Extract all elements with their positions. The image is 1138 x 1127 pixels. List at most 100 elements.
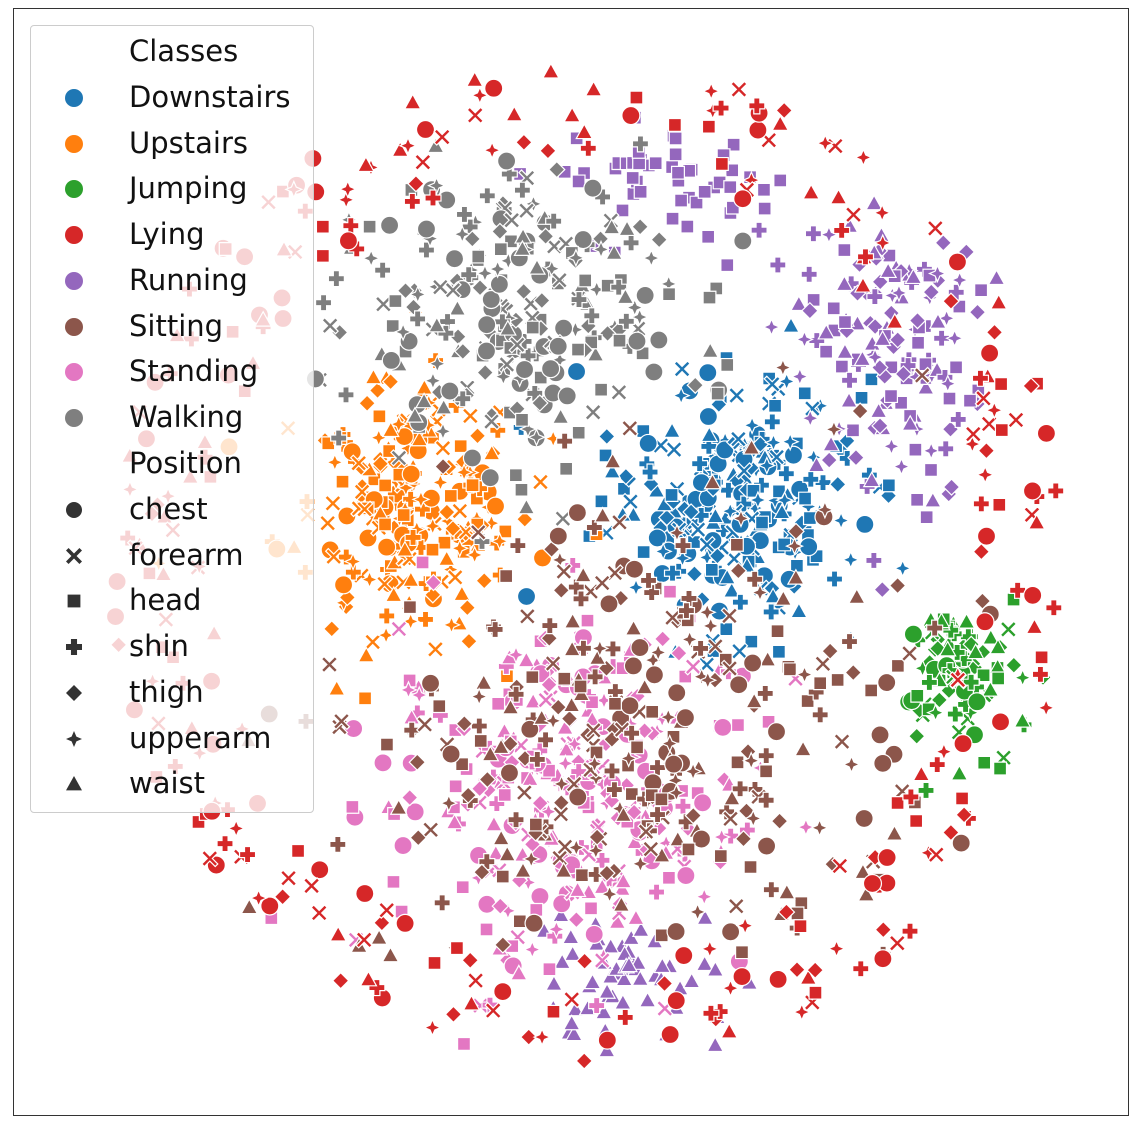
data-point-walking-upperarm bbox=[566, 248, 586, 268]
data-point-downstairs-waist bbox=[781, 316, 801, 333]
data-point-lying-shin bbox=[1031, 665, 1050, 683]
data-point-walking-chest bbox=[489, 274, 509, 294]
legend-item-jumping: Jumping bbox=[31, 168, 315, 208]
data-point-lying-forearm bbox=[200, 849, 219, 868]
data-point-sitting-waist bbox=[635, 678, 654, 695]
data-point-standing-upperarm bbox=[409, 685, 429, 705]
data-point-running-thigh bbox=[908, 311, 927, 330]
data-point-walking-thigh bbox=[650, 230, 669, 249]
legend-label-chest: chest bbox=[129, 492, 208, 526]
data-point-running-waist bbox=[835, 274, 854, 292]
data-point-running-head bbox=[625, 170, 640, 185]
data-point-upstairs-upperarm bbox=[423, 516, 443, 536]
data-point-running-shin bbox=[840, 371, 859, 389]
data-point-sitting-upperarm bbox=[585, 754, 605, 774]
data-point-upstairs-thigh bbox=[358, 394, 376, 413]
data-point-running-shin bbox=[866, 288, 884, 306]
data-point-upstairs-shin bbox=[413, 500, 432, 518]
legend-label-shin: shin bbox=[129, 629, 189, 664]
data-point-sitting-waist bbox=[513, 861, 533, 878]
legend-marker-waist bbox=[66, 776, 82, 791]
data-point-lying-thigh bbox=[777, 903, 796, 921]
data-point-sitting-head bbox=[734, 945, 749, 960]
legend-classes-title-row: Classes bbox=[31, 31, 315, 71]
data-point-downstairs-upperarm bbox=[742, 415, 762, 435]
data-point-lying-forearm bbox=[964, 425, 983, 443]
data-point-downstairs-head bbox=[797, 386, 812, 401]
data-point-lying-head bbox=[808, 985, 823, 1000]
data-point-lying-chest bbox=[1036, 423, 1057, 443]
data-point-walking-head bbox=[594, 382, 609, 397]
data-point-upstairs-waist bbox=[410, 430, 429, 447]
data-point-walking-thigh bbox=[598, 324, 617, 343]
data-point-sitting-shin bbox=[639, 571, 658, 590]
data-point-walking-waist bbox=[586, 345, 605, 362]
data-point-lying-head bbox=[449, 941, 464, 956]
data-point-lying-forearm bbox=[844, 205, 863, 224]
data-point-lying-upperarm bbox=[873, 233, 893, 253]
data-point-jumping-waist bbox=[981, 680, 1000, 697]
data-point-lying-shin bbox=[971, 369, 990, 387]
data-point-standing-chest bbox=[693, 793, 713, 813]
data-point-standing-head bbox=[497, 788, 512, 803]
legend-marker-upstairs bbox=[65, 134, 83, 153]
data-point-lying-thigh bbox=[1022, 377, 1040, 395]
data-point-downstairs-forearm bbox=[763, 375, 782, 394]
data-point-upstairs-waist bbox=[327, 679, 346, 696]
data-point-walking-shin bbox=[409, 310, 427, 328]
data-point-downstairs-chest bbox=[638, 433, 658, 454]
data-point-sitting-forearm bbox=[637, 822, 655, 841]
data-point-walking-shin bbox=[330, 429, 348, 447]
data-point-running-head bbox=[826, 301, 841, 316]
data-point-sitting-waist bbox=[574, 566, 593, 583]
data-point-walking-waist bbox=[434, 398, 453, 415]
data-point-lying-waist bbox=[575, 122, 594, 140]
data-point-sitting-head bbox=[630, 740, 645, 755]
data-point-upstairs-shin bbox=[404, 528, 422, 547]
data-point-lying-thigh bbox=[775, 101, 794, 120]
data-point-sitting-waist bbox=[492, 829, 511, 846]
data-point-sitting-thigh bbox=[844, 663, 863, 682]
data-point-sitting-upperarm bbox=[773, 358, 793, 378]
data-point-lying-waist bbox=[563, 106, 582, 123]
data-point-upstairs-forearm bbox=[426, 640, 445, 659]
scatter-points bbox=[105, 62, 1065, 1070]
legend-item-running: Running bbox=[31, 260, 315, 300]
data-point-upstairs-upperarm bbox=[369, 428, 389, 448]
data-point-lying-forearm bbox=[279, 869, 298, 888]
data-point-sitting-thigh bbox=[516, 749, 534, 768]
data-point-lying-shin bbox=[712, 99, 730, 117]
data-point-running-head bbox=[911, 335, 926, 350]
data-point-lying-upperarm bbox=[249, 888, 269, 908]
data-point-standing-thigh bbox=[670, 644, 688, 663]
data-point-walking-chest bbox=[477, 315, 497, 335]
legend-marker-jumping bbox=[65, 180, 83, 199]
data-point-jumping-shin bbox=[920, 673, 938, 692]
data-point-sitting-head bbox=[729, 537, 744, 552]
data-point-lying-thigh bbox=[942, 292, 960, 311]
data-point-lying-chest bbox=[877, 847, 897, 868]
data-point-lying-upperarm bbox=[792, 1002, 812, 1022]
data-point-running-waist bbox=[622, 928, 641, 946]
data-point-lying-chest bbox=[666, 991, 686, 1011]
data-point-downstairs-thigh bbox=[617, 467, 635, 486]
data-point-sitting-head bbox=[864, 683, 879, 698]
data-point-running-head bbox=[837, 315, 852, 330]
data-point-sitting-thigh bbox=[588, 828, 606, 846]
data-point-running-waist bbox=[562, 1014, 581, 1031]
data-point-jumping-upperarm bbox=[926, 703, 946, 723]
data-point-downstairs-head bbox=[664, 487, 679, 502]
data-point-downstairs-chest bbox=[647, 528, 667, 548]
data-point-sitting-forearm bbox=[551, 805, 570, 824]
data-point-sitting-thigh bbox=[552, 581, 571, 600]
data-point-walking-chest bbox=[635, 285, 655, 306]
data-point-lying-upperarm bbox=[482, 140, 502, 160]
data-point-sitting-forearm bbox=[332, 712, 351, 731]
data-point-walking-head bbox=[471, 249, 486, 264]
data-point-lying-chest bbox=[415, 119, 436, 140]
data-point-sitting-shin bbox=[574, 639, 593, 657]
data-point-walking-upperarm bbox=[526, 427, 547, 447]
data-point-running-waist bbox=[822, 435, 841, 452]
data-point-running-waist bbox=[638, 991, 657, 1008]
data-point-walking-waist bbox=[527, 258, 547, 275]
